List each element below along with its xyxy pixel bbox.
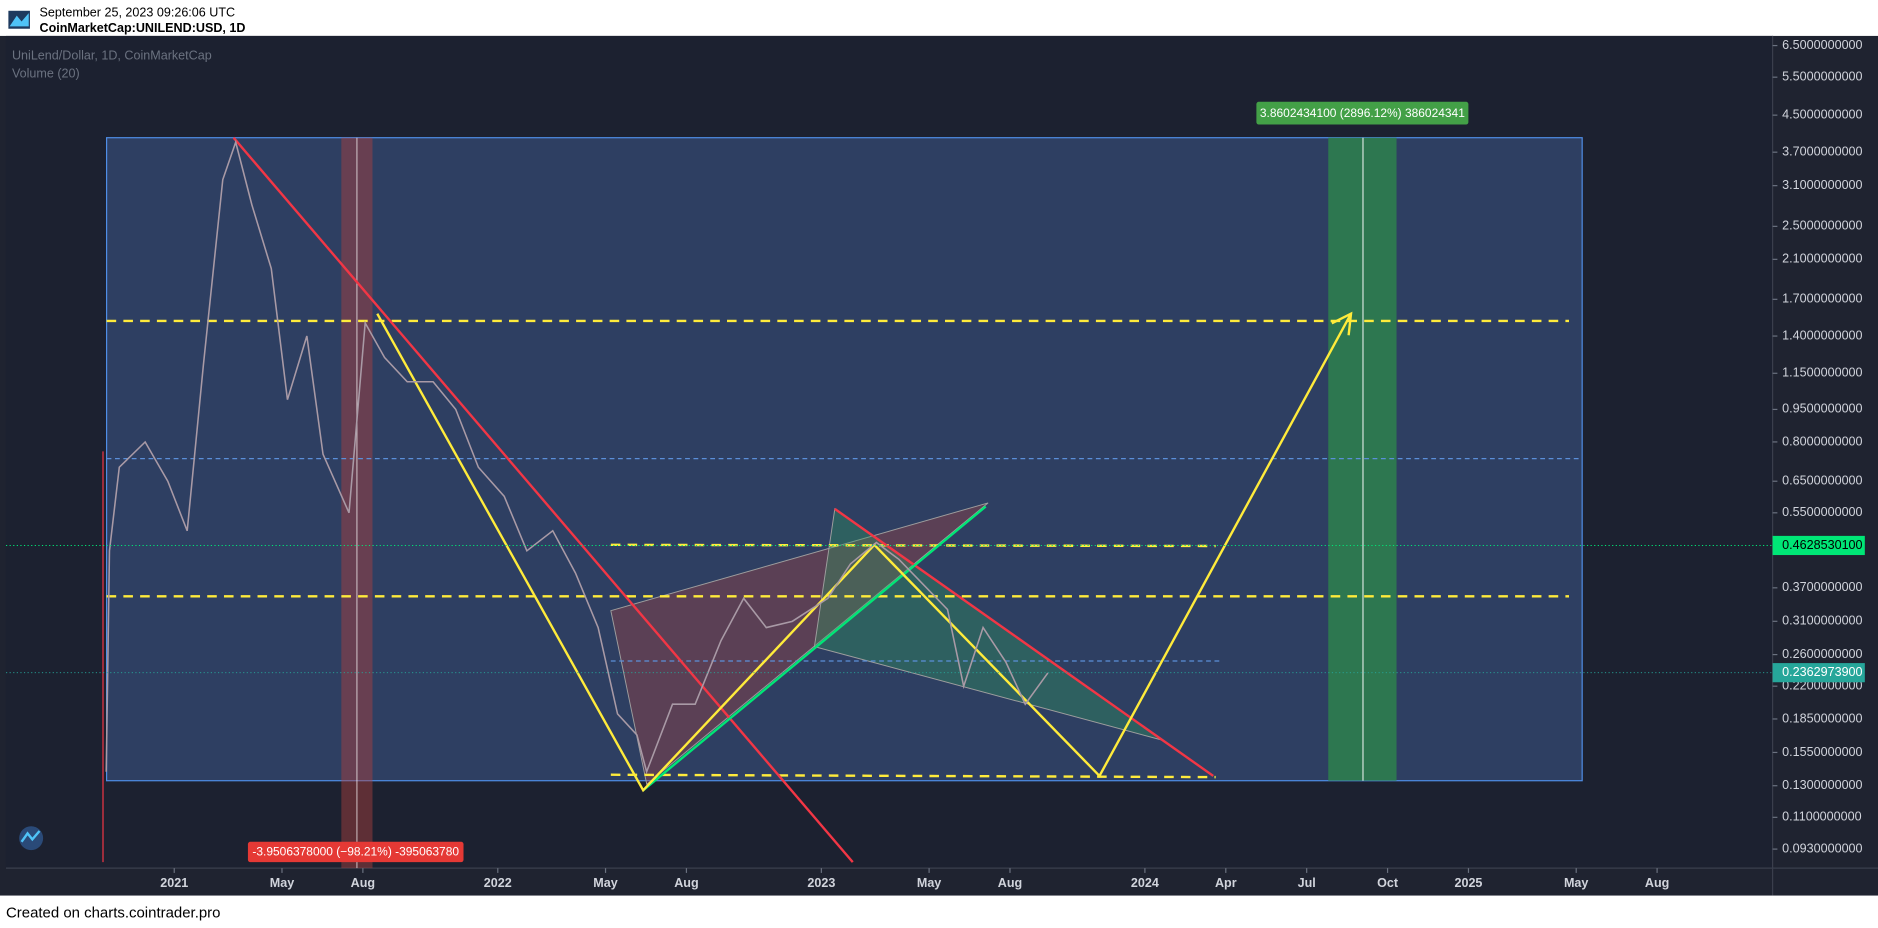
y-tick-label: 0.9500000000: [1782, 402, 1862, 416]
watermark-logo: [19, 826, 44, 851]
y-tick-label: 0.1300000000: [1782, 778, 1862, 792]
x-tick-label: 2023: [807, 876, 835, 890]
price-marker-box: [1772, 535, 1865, 556]
x-tick-label: Aug: [998, 876, 1022, 890]
y-tick-label: 2.1000000000: [1782, 252, 1862, 266]
x-tick-label: 2022: [484, 876, 512, 890]
price-marker-box: [1772, 663, 1865, 683]
x-tick-label: May: [917, 876, 941, 890]
x-tick-label: May: [593, 876, 617, 890]
annotation-box: [247, 841, 464, 863]
y-tick-label: 4.5000000000: [1782, 107, 1862, 121]
price-line: [105, 139, 1049, 775]
x-tick-label: Aug: [351, 876, 375, 890]
annotation: -3.9506378000 (−98.21%) -395063780: [252, 845, 459, 859]
y-tick-label: 0.1100000000: [1782, 810, 1861, 824]
red-triangle: [610, 502, 989, 786]
x-tick-label: 2021: [160, 876, 188, 890]
logo: [8, 10, 30, 29]
y-tick-label: 0.6500000000: [1782, 474, 1862, 488]
red-trendline: [834, 507, 1214, 777]
x-tick-label: May: [270, 876, 294, 890]
footer-bg: [0, 895, 1878, 928]
y-tick-label: 3.1000000000: [1782, 178, 1862, 192]
footer: Created on charts.cointrader.pro: [6, 905, 220, 922]
drawings: 3.8602434100 (2896.12%) 386024341 -3.950…: [102, 101, 1583, 869]
x-tick-label: Apr: [1215, 876, 1237, 890]
annotation-box: [1256, 101, 1469, 125]
y-tick-label: 1.4000000000: [1782, 328, 1862, 342]
x-tick-label: May: [1564, 876, 1588, 890]
y-tick-label: 3.7000000000: [1782, 145, 1862, 159]
price-marker-label: 0.2362973900: [1782, 665, 1862, 679]
green-trendline: [642, 505, 987, 792]
x-tick-label: 2024: [1131, 876, 1159, 890]
x-tick-label: 2025: [1454, 876, 1482, 890]
y-tick-label: 1.7000000000: [1782, 292, 1862, 306]
header-bg: [0, 0, 1878, 36]
y-tick-label: 1.1500000000: [1782, 366, 1862, 380]
y-tick-label: 0.5500000000: [1782, 505, 1862, 519]
y-tick-label: 0.2600000000: [1782, 647, 1862, 661]
chart-subtitle: Volume (20): [12, 67, 80, 81]
red-trendline: [232, 136, 854, 863]
yellow-dash: [610, 773, 1216, 779]
x-tick-label: Jul: [1298, 876, 1316, 890]
y-tick-label: 2.5000000000: [1782, 219, 1862, 233]
header-symbol: CoinMarketCap:UNILEND:USD, 1D: [40, 21, 246, 35]
y-tick-label: 6.5000000000: [1782, 38, 1862, 52]
y-tick-label: 0.0930000000: [1782, 841, 1862, 855]
y-tick-label: 0.1550000000: [1782, 745, 1862, 759]
price-marker-label: 0.4628530100: [1782, 538, 1862, 552]
annotation: 3.8602434100 (2896.12%) 386024341: [1260, 106, 1465, 120]
y-tick-label: 0.3100000000: [1782, 614, 1862, 628]
chart-title: UniLend/Dollar, 1D, CoinMarketCap: [12, 49, 212, 63]
y-tick-label: 0.3700000000: [1782, 580, 1862, 594]
x-tick-label: Aug: [674, 876, 698, 890]
x-tick-label: Oct: [1377, 876, 1399, 890]
y-tick-label: 0.1850000000: [1782, 711, 1862, 725]
yellow-dash: [610, 543, 1216, 548]
x-tick-label: Aug: [1645, 876, 1669, 890]
arrow-head: [1331, 311, 1353, 336]
y-tick-label: 5.5000000000: [1782, 70, 1862, 84]
y-tick-label: 0.8000000000: [1782, 434, 1862, 448]
header-date: September 25, 2023 09:26:06 UTC: [40, 6, 236, 20]
